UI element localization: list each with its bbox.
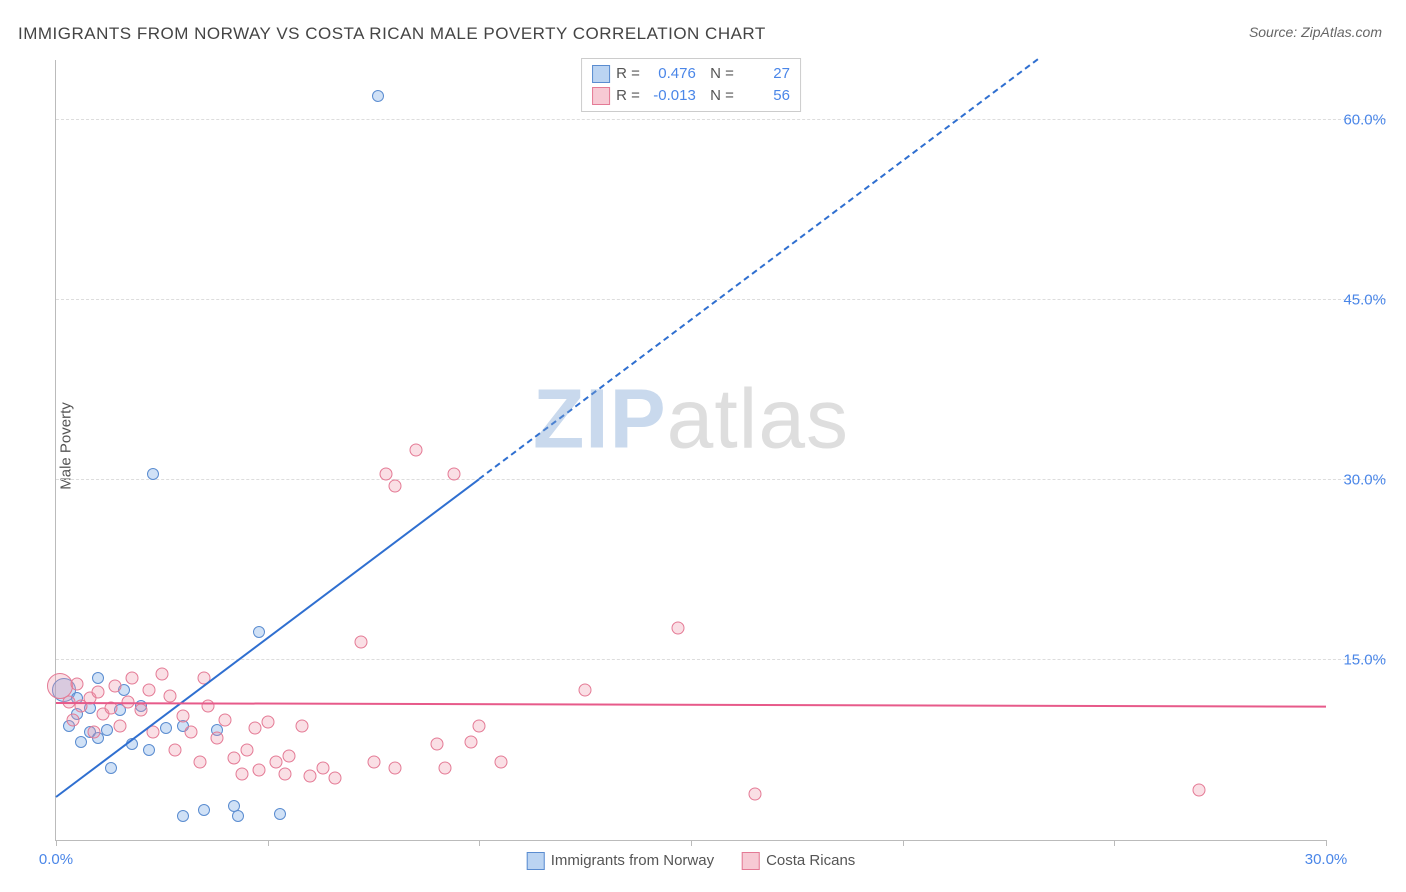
data-point	[168, 744, 181, 757]
data-point	[380, 468, 393, 481]
data-point	[253, 626, 265, 638]
data-point	[92, 672, 104, 684]
data-point	[147, 468, 159, 480]
legend-row-norway: R = 0.476 N = 27	[592, 63, 790, 85]
data-point	[134, 704, 147, 717]
data-point	[372, 90, 384, 102]
data-point	[109, 680, 122, 693]
data-point	[261, 716, 274, 729]
y-tick-label: 45.0%	[1331, 292, 1386, 309]
data-point	[143, 744, 155, 756]
gridline	[56, 119, 1386, 120]
data-point	[155, 668, 168, 681]
data-point	[101, 724, 113, 736]
data-point	[388, 480, 401, 493]
data-point	[210, 732, 223, 745]
correlation-legend: R = 0.476 N = 27 R = -0.013 N = 56	[581, 58, 801, 112]
data-point	[409, 444, 422, 457]
data-point	[88, 726, 101, 739]
data-point	[240, 744, 253, 757]
watermark: ZIPatlas	[533, 370, 849, 467]
x-tick	[268, 840, 269, 846]
data-point	[447, 468, 460, 481]
data-point	[177, 710, 190, 723]
data-point	[1193, 783, 1206, 796]
regression-line	[56, 702, 1326, 708]
data-point	[105, 762, 117, 774]
x-tick	[903, 840, 904, 846]
data-point	[431, 738, 444, 751]
data-point	[113, 720, 126, 733]
legend-swatch-blue	[592, 65, 610, 83]
data-point	[494, 756, 507, 769]
y-tick-label: 30.0%	[1331, 472, 1386, 489]
x-tick	[1114, 840, 1115, 846]
data-point	[367, 756, 380, 769]
x-tick-label: 0.0%	[39, 851, 73, 868]
data-point	[316, 762, 329, 775]
regression-line	[55, 478, 480, 798]
source-label: Source: ZipAtlas.com	[1249, 24, 1382, 40]
data-point	[232, 810, 244, 822]
data-point	[75, 736, 87, 748]
data-point	[143, 684, 156, 697]
data-point	[270, 756, 283, 769]
data-point	[164, 690, 177, 703]
x-tick	[479, 840, 480, 846]
data-point	[672, 621, 685, 634]
x-tick	[691, 840, 692, 846]
x-tick	[56, 840, 57, 846]
data-point	[295, 720, 308, 733]
data-point	[253, 764, 266, 777]
data-point	[236, 768, 249, 781]
data-point	[126, 672, 139, 685]
data-point	[579, 684, 592, 697]
data-point	[227, 752, 240, 765]
data-point	[193, 756, 206, 769]
legend-swatch-pink	[592, 87, 610, 105]
x-tick	[1326, 840, 1327, 846]
data-point	[202, 699, 215, 712]
data-point	[282, 750, 295, 763]
data-point	[248, 722, 261, 735]
gridline	[56, 659, 1386, 660]
data-point	[274, 808, 286, 820]
data-point	[219, 714, 232, 727]
data-point	[92, 686, 105, 699]
data-point	[439, 762, 452, 775]
data-point	[71, 678, 84, 691]
series-legend: Immigrants from Norway Costa Ricans	[527, 852, 856, 870]
y-tick-label: 15.0%	[1331, 652, 1386, 669]
data-point	[354, 636, 367, 649]
y-tick-label: 60.0%	[1331, 112, 1386, 129]
data-point	[278, 768, 291, 781]
x-tick-label: 30.0%	[1305, 851, 1348, 868]
data-point	[748, 788, 761, 801]
data-point	[304, 770, 317, 783]
data-point	[66, 714, 79, 727]
data-point	[160, 722, 172, 734]
gridline	[56, 479, 1386, 480]
data-point	[388, 762, 401, 775]
data-point	[464, 735, 477, 748]
scatter-plot: ZIPatlas R = 0.476 N = 27 R = -0.013 N =…	[55, 60, 1326, 841]
chart-title: IMMIGRANTS FROM NORWAY VS COSTA RICAN MA…	[18, 24, 766, 44]
data-point	[473, 720, 486, 733]
legend-item-costarica: Costa Ricans	[742, 852, 855, 870]
data-point	[198, 804, 210, 816]
gridline	[56, 299, 1386, 300]
data-point	[177, 810, 189, 822]
data-point	[329, 771, 342, 784]
legend-item-norway: Immigrants from Norway	[527, 852, 714, 870]
legend-row-costarica: R = -0.013 N = 56	[592, 85, 790, 107]
regression-line	[479, 58, 1039, 480]
data-point	[185, 726, 198, 739]
